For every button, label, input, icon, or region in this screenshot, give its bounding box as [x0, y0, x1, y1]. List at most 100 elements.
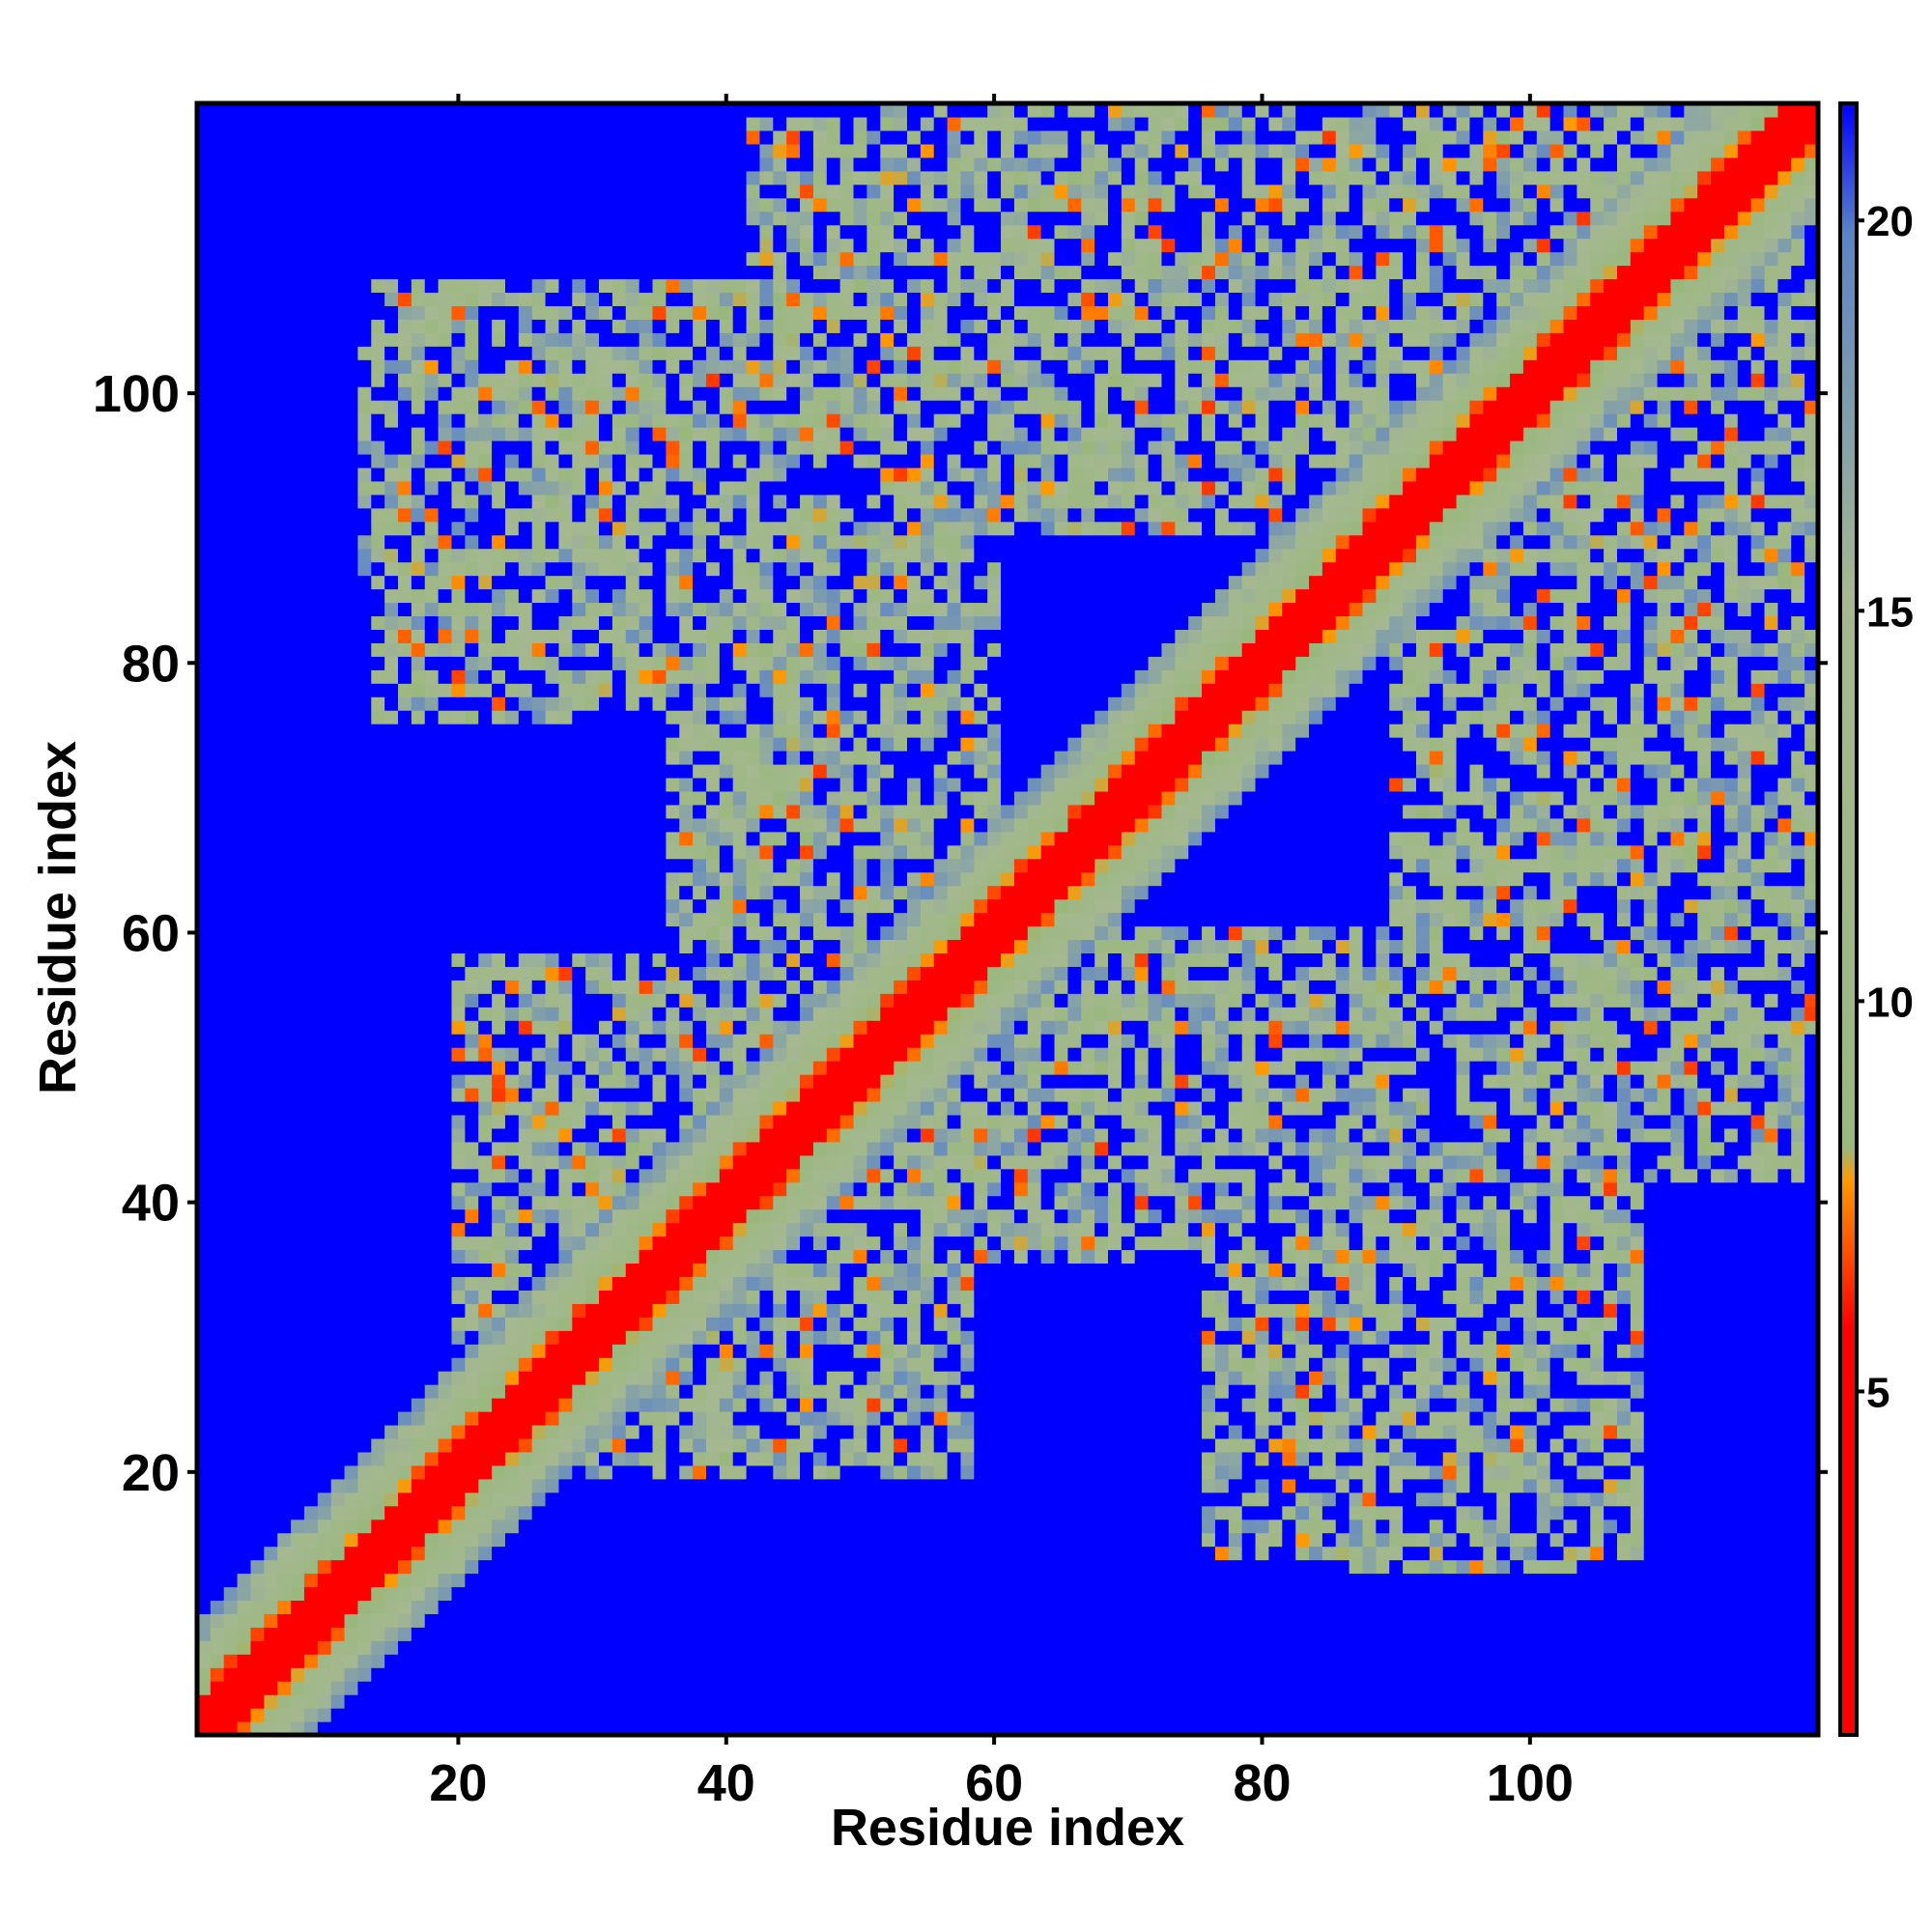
heatmap-cell — [424, 1208, 440, 1224]
heatmap-cell — [465, 1410, 479, 1426]
heatmap-cell — [746, 1708, 761, 1722]
heatmap-cell — [330, 858, 346, 873]
heatmap-cell — [558, 251, 573, 267]
heatmap-cell — [719, 1492, 734, 1507]
heatmap-cell — [558, 521, 573, 536]
heatmap-cell — [572, 1437, 586, 1453]
heatmap-cell — [411, 1195, 426, 1210]
heatmap-cell — [693, 1410, 707, 1426]
heatmap-cell — [411, 1464, 426, 1480]
heatmap-cell — [492, 939, 506, 953]
heatmap-cell — [344, 1600, 359, 1614]
heatmap-cell — [652, 1640, 667, 1655]
heatmap-cell — [330, 265, 346, 280]
heatmap-cell — [545, 763, 560, 779]
heatmap-cell — [411, 1168, 426, 1183]
heatmap-cell — [599, 751, 613, 765]
heatmap-cell — [585, 777, 600, 792]
heatmap-cell — [693, 521, 707, 536]
heatmap-cell — [639, 1546, 654, 1561]
heatmap-cell — [223, 575, 239, 590]
heatmap-cell — [652, 1519, 667, 1534]
heatmap-cell — [504, 939, 520, 953]
heatmap-cell — [357, 346, 372, 360]
heatmap-cell — [693, 1100, 707, 1116]
heatmap-cell — [558, 1437, 573, 1453]
heatmap-cell — [531, 1249, 547, 1264]
heatmap-cell — [384, 1061, 399, 1075]
heatmap-cell — [585, 400, 600, 414]
heatmap-cell — [451, 1087, 466, 1102]
heatmap-cell — [197, 1344, 212, 1358]
heatmap-cell — [303, 1600, 319, 1614]
heatmap-cell — [572, 1344, 586, 1358]
heatmap-cell — [384, 831, 399, 846]
heatmap-cell — [264, 292, 278, 306]
heatmap-cell — [411, 1437, 426, 1453]
heatmap-cell — [693, 1357, 707, 1372]
heatmap-cell — [478, 224, 493, 240]
heatmap-cell — [531, 440, 547, 455]
heatmap-cell — [531, 683, 547, 697]
heatmap-cell — [250, 1371, 265, 1385]
heatmap-cell — [371, 993, 385, 1008]
heatmap-cell — [732, 1100, 748, 1116]
heatmap-cell — [639, 1208, 654, 1224]
heatmap-cell — [572, 871, 586, 887]
heatmap-cell — [371, 1505, 385, 1520]
heatmap-cell — [639, 129, 654, 145]
heatmap-cell — [237, 1478, 252, 1493]
heatmap-cell — [465, 548, 479, 563]
heatmap-cell — [344, 831, 359, 846]
heatmap-cell — [384, 1236, 399, 1251]
heatmap-cell — [197, 629, 212, 643]
heatmap-cell — [599, 1020, 613, 1035]
heatmap-cell — [652, 346, 667, 360]
heatmap-cell — [398, 292, 412, 306]
heatmap-cell — [291, 1249, 305, 1264]
heatmap-cell — [705, 724, 721, 738]
heatmap-cell — [478, 1519, 493, 1534]
heatmap-cell — [478, 737, 493, 752]
heatmap-cell — [572, 980, 586, 994]
heatmap-cell — [625, 1061, 640, 1075]
heatmap-cell — [666, 1600, 680, 1614]
heatmap-cell — [357, 1344, 372, 1358]
heatmap-cell — [250, 642, 265, 657]
heatmap-cell — [732, 763, 748, 779]
heatmap-cell — [492, 925, 506, 941]
heatmap-cell — [277, 939, 292, 953]
heatmap-cell — [492, 1236, 506, 1251]
heatmap-cell — [277, 1100, 292, 1116]
heatmap-cell — [639, 480, 654, 496]
heatmap-cell — [693, 1654, 707, 1668]
heatmap-cell — [639, 1464, 654, 1480]
heatmap-cell — [504, 1371, 520, 1385]
heatmap-cell — [371, 116, 385, 131]
heatmap-cell — [531, 1317, 547, 1331]
heatmap-cell — [719, 305, 734, 320]
heatmap-cell — [545, 1222, 560, 1237]
heatmap-cell — [625, 804, 640, 819]
heatmap-cell — [599, 980, 613, 994]
heatmap-cell — [317, 1344, 332, 1358]
heatmap-cell — [585, 386, 600, 401]
heatmap-cell — [652, 507, 667, 523]
heatmap-cell — [210, 211, 225, 226]
heatmap-cell — [652, 1384, 667, 1399]
heatmap-cell — [545, 751, 560, 765]
heatmap-cell — [330, 440, 346, 455]
heatmap-cell — [585, 1357, 600, 1372]
heatmap-cell — [384, 602, 399, 617]
heatmap-cell — [438, 1087, 453, 1102]
heatmap-cell — [611, 373, 627, 387]
heatmap-cell — [504, 1061, 520, 1075]
heatmap-cell — [384, 1451, 399, 1466]
heatmap-cell — [237, 588, 252, 604]
heatmap-cell — [558, 1586, 573, 1602]
heatmap-cell — [371, 143, 385, 158]
heatmap-cell — [492, 278, 506, 294]
heatmap-cell — [639, 534, 654, 550]
heatmap-cell — [237, 575, 252, 590]
heatmap-cell — [291, 1708, 305, 1722]
